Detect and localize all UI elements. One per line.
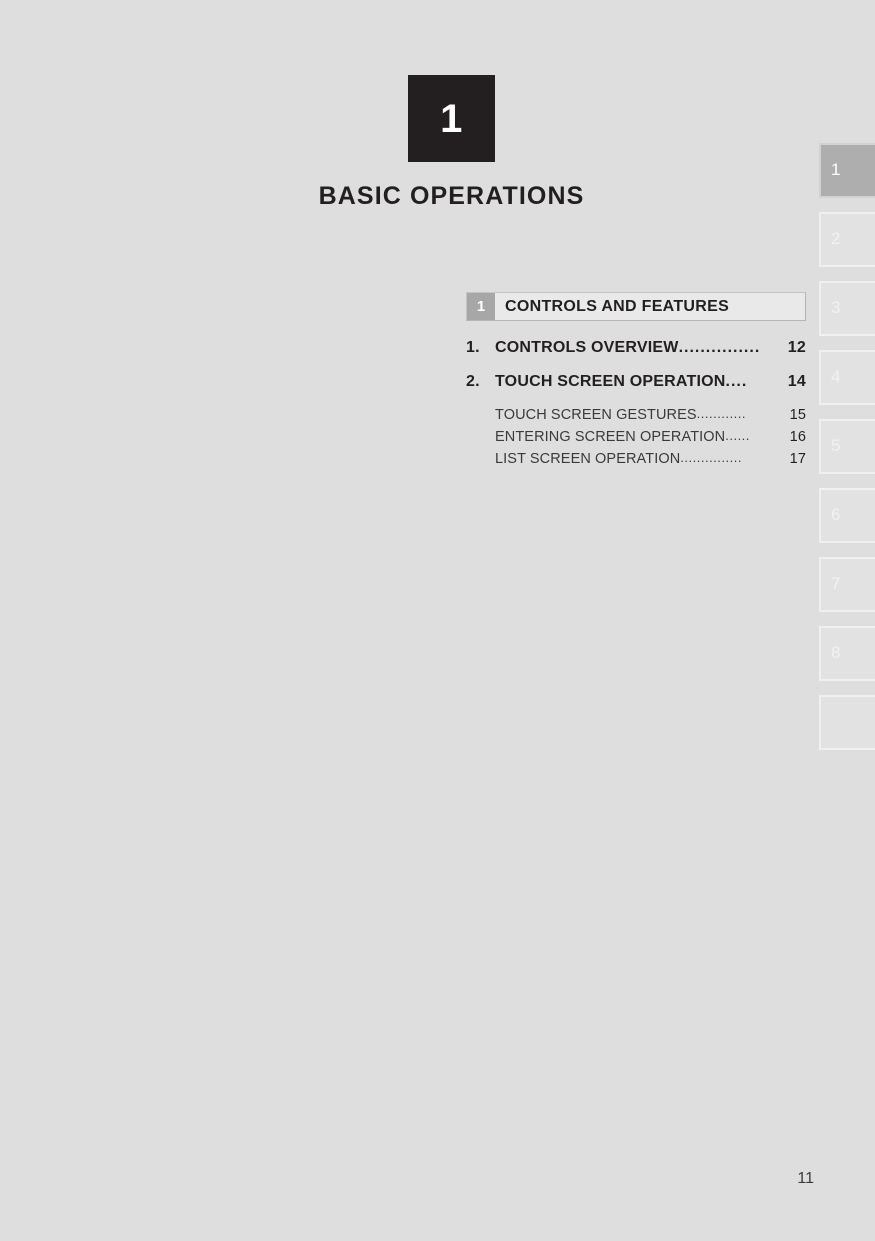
toc-subentry[interactable]: LIST SCREEN OPERATION ............... 17 <box>466 450 806 467</box>
toc-subentry-title: ENTERING SCREEN OPERATION <box>495 429 726 445</box>
section-number-badge: 1 <box>467 293 495 320</box>
chapter-tab-8[interactable]: 8 <box>819 626 875 681</box>
chapter-number-badge: 1 <box>408 75 495 162</box>
toc-subentry-title: TOUCH SCREEN GESTURES <box>495 407 697 423</box>
chapter-tab-label: 3 <box>831 298 841 317</box>
chapter-tab-5[interactable]: 5 <box>819 419 875 474</box>
section-title: CONTROLS AND FEATURES <box>505 297 730 315</box>
chapter-tab-strip: 1 2 3 4 5 6 7 8 <box>819 143 875 764</box>
chapter-tab-3[interactable]: 3 <box>819 281 875 336</box>
toc-subentry-title: LIST SCREEN OPERATION <box>495 451 681 467</box>
chapter-number: 1 <box>440 96 463 141</box>
toc-subentry-leader: ............... <box>680 450 742 465</box>
chapter-tab-label: 1 <box>831 160 841 179</box>
chapter-tab-label: 2 <box>831 229 841 248</box>
toc-entry[interactable]: 1. CONTROLS OVERVIEW ............... 12 <box>466 339 806 357</box>
toc-subentry[interactable]: ENTERING SCREEN OPERATION ...... 16 <box>466 428 806 445</box>
toc-subentry-page: 15 <box>789 407 806 423</box>
chapter-tab-label: 5 <box>831 436 841 455</box>
toc-entry-page: 12 <box>787 339 806 356</box>
chapter-tab-label: 6 <box>831 505 841 524</box>
chapter-tab-9[interactable] <box>819 695 875 750</box>
page-number: 11 <box>797 1170 814 1187</box>
chapter-tab-2[interactable]: 2 <box>819 212 875 267</box>
chapter-tab-4[interactable]: 4 <box>819 350 875 405</box>
chapter-tab-6[interactable]: 6 <box>819 488 875 543</box>
toc-entry-index: 2. <box>466 373 480 390</box>
toc-entry-title: TOUCH SCREEN OPERATION <box>495 373 726 390</box>
toc-subentry-leader: ...... <box>725 428 750 443</box>
table-of-contents: 1 CONTROLS AND FEATURES 1. CONTROLS OVER… <box>466 292 806 473</box>
chapter-tab-label: 8 <box>831 643 841 662</box>
chapter-tab-7[interactable]: 7 <box>819 557 875 612</box>
toc-subentry-page: 17 <box>789 451 806 467</box>
toc-entry[interactable]: 2. TOUCH SCREEN OPERATION .... 14 <box>466 373 806 391</box>
toc-entry-leader: .... <box>725 373 748 390</box>
page-title: BASIC OPERATIONS <box>318 182 585 210</box>
section-header: 1 CONTROLS AND FEATURES <box>466 292 806 321</box>
chapter-tab-1[interactable]: 1 <box>819 143 875 198</box>
toc-entry-index: 1. <box>466 339 480 356</box>
toc-entry-leader: ............... <box>678 339 761 356</box>
chapter-tab-label: 7 <box>831 574 841 593</box>
toc-entry-page: 14 <box>787 373 806 390</box>
toc-subentry[interactable]: TOUCH SCREEN GESTURES ............ 15 <box>466 406 806 423</box>
toc-subentry-page: 16 <box>789 429 806 445</box>
toc-entry-title: CONTROLS OVERVIEW <box>495 339 679 356</box>
chapter-tab-label: 4 <box>831 367 841 386</box>
toc-subentry-leader: ............ <box>696 406 746 421</box>
